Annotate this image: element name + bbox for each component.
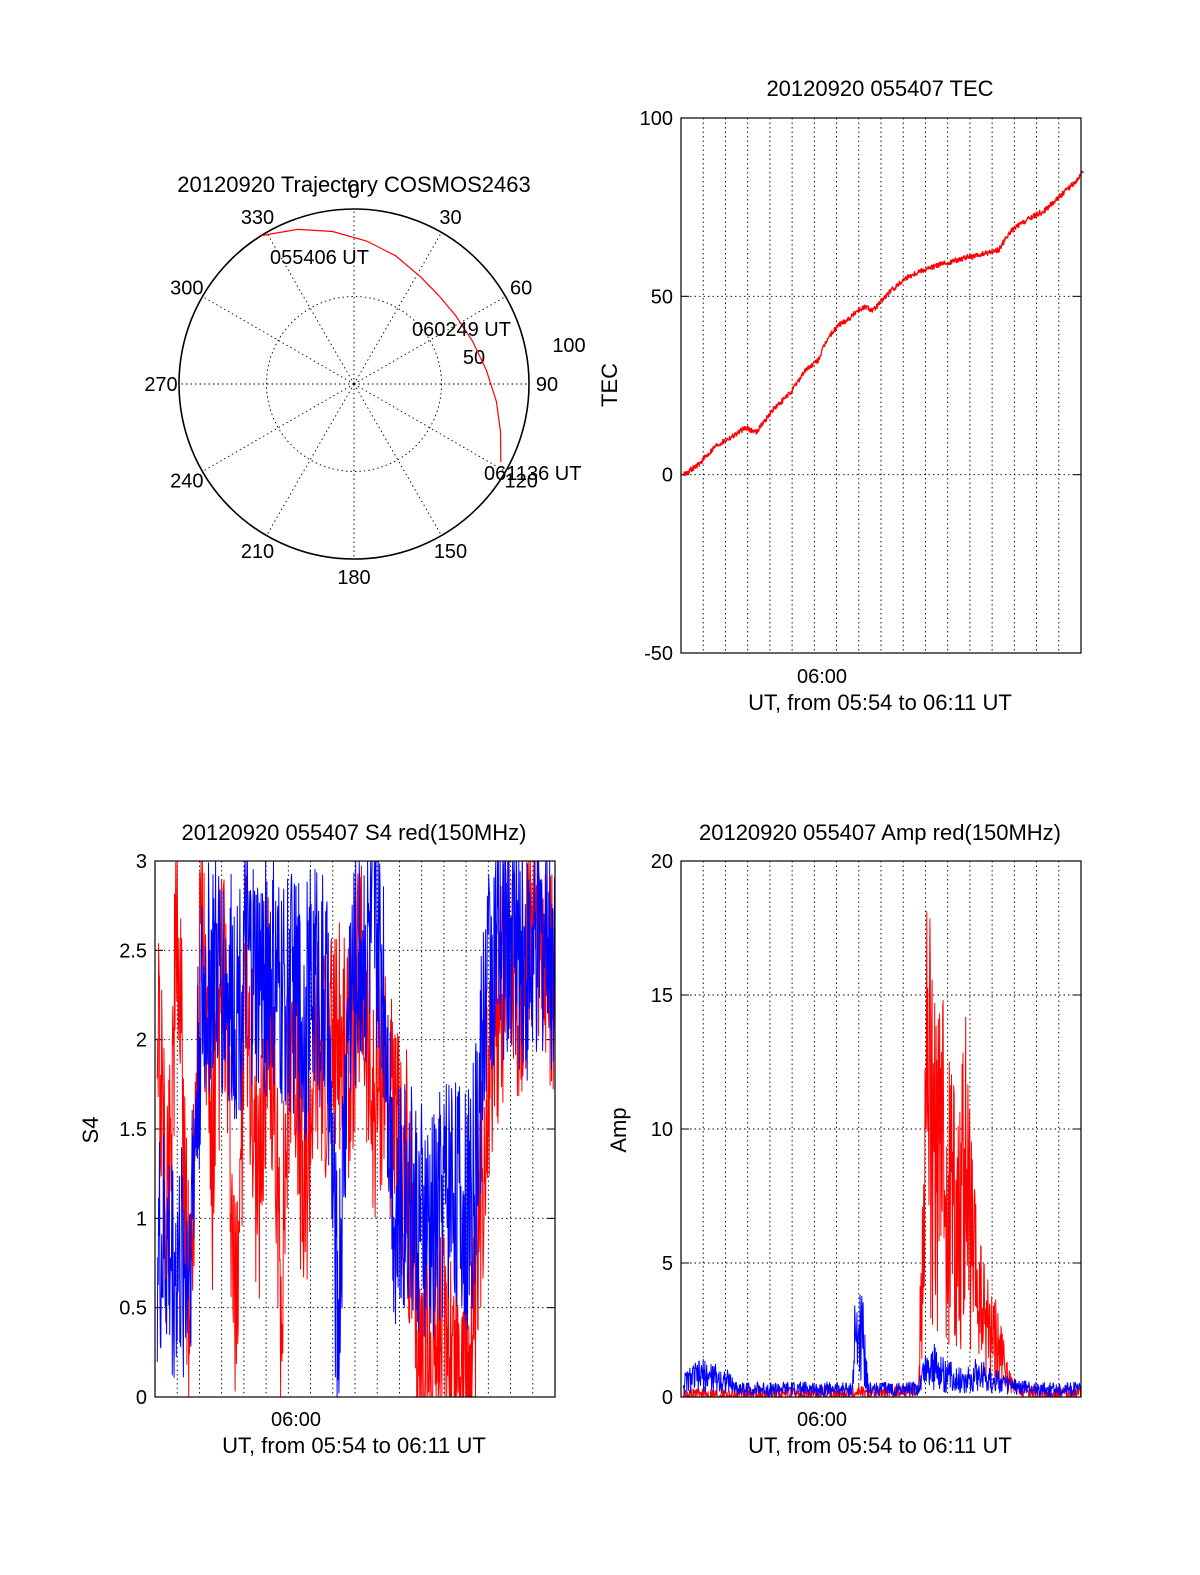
polar-radius-label-50: 50 <box>463 347 485 369</box>
polar-azimuth-label: 240 <box>170 471 203 493</box>
s4-y-tick-label: 1 <box>136 1208 147 1230</box>
amp-y-tick-label: 0 <box>662 1387 673 1409</box>
s4-y-tick-label: 2 <box>136 1030 147 1052</box>
polar-spoke <box>202 383 355 472</box>
polar-azimuth-label: 210 <box>241 541 274 563</box>
polar-azimuth-label: 180 <box>337 567 370 589</box>
polar-outer-circle <box>178 208 530 560</box>
tec-x-tick-label: 06:00 <box>797 666 847 688</box>
s4-y-tick-label: 0 <box>136 1387 147 1409</box>
amp-y-tick-label: 20 <box>651 851 673 873</box>
polar-grid <box>179 209 529 559</box>
tec-y-tick-label: -50 <box>644 643 673 665</box>
polar-azimuth-label: 330 <box>241 207 274 229</box>
s4-series-line <box>156 860 556 1398</box>
tec-title: 20120920 055407 TEC <box>766 76 993 101</box>
s4-series <box>156 860 556 1398</box>
tec-y-tick-labels: -50 0 50 100 <box>640 108 673 665</box>
polar-trajectory-plot: 20120920 Trajectory COSMOS2463 0 30 60 90 12… <box>144 172 585 589</box>
amp-x-axis-label: UT, from 05:54 to 06:11 UT <box>748 1433 1012 1458</box>
polar-series <box>261 228 502 463</box>
amp-title: 20120920 055407 Amp red(150MHz) <box>699 820 1061 845</box>
tec-grid <box>681 117 1081 654</box>
tec-y-tick-label: 50 <box>651 286 673 308</box>
amp-series-line <box>682 1294 1082 1397</box>
tec-series-line <box>682 170 1084 477</box>
polar-azimuth-label: 60 <box>510 278 532 300</box>
tec-series <box>682 170 1084 477</box>
amp-frame <box>680 860 1082 1398</box>
s4-x-axis-label: UT, from 05:54 to 06:11 UT <box>222 1433 486 1458</box>
s4-y-tick-label: 0.5 <box>119 1298 147 1320</box>
s4-series-line <box>156 860 556 1398</box>
s4-y-tick-label: 2.5 <box>119 940 147 962</box>
s4-y-axis-label: S4 <box>78 1117 103 1144</box>
polar-annotation-end: 061136 UT <box>484 463 581 485</box>
amp-x-tick-label: 06:00 <box>797 1409 847 1431</box>
polar-spoke <box>266 383 355 536</box>
tec-x-axis-label: UT, from 05:54 to 06:11 UT <box>748 690 1012 715</box>
amp-series <box>682 911 1082 1398</box>
tec-y-tick-label: 0 <box>662 465 673 487</box>
amp-y-tick-labels: 0 5 10 15 20 <box>651 851 673 1409</box>
s4-title: 20120920 055407 S4 red(150MHz) <box>182 820 527 845</box>
polar-azimuth-label: 150 <box>434 541 467 563</box>
polar-azimuth-labels: 0 30 60 90 120 150 180 210 240 270 300 330 <box>144 181 558 589</box>
s4-y-tick-label: 3 <box>136 851 147 873</box>
polar-azimuth-label: 30 <box>439 207 461 229</box>
polar-radius-label-100: 100 <box>552 335 585 357</box>
polar-azimuth-label: 120 <box>504 471 537 493</box>
amp-y-axis-label: Amp <box>606 1107 631 1152</box>
polar-azimuth-label: 270 <box>144 374 177 396</box>
polar-annotation-mid: 060249 UT <box>412 319 511 341</box>
s4-x-tick-label: 06:00 <box>271 1409 321 1431</box>
tec-y-tick-label: 100 <box>640 108 673 130</box>
amp-y-tick-label: 15 <box>651 985 673 1007</box>
amp-series-line <box>682 911 1082 1398</box>
amp-y-tick-label: 5 <box>662 1253 673 1275</box>
polar-azimuth-label: 90 <box>536 374 558 396</box>
polar-azimuth-label: 0 <box>348 181 359 203</box>
polar-grid-circle-50 <box>266 296 442 472</box>
tec-plot: 20120920 055407 TEC -50 0 50 100 06:00 UT, … <box>597 76 1084 715</box>
s4-frame <box>154 860 556 1398</box>
s4-y-tick-labels: 0 0.5 1 1.5 2 2.5 3 <box>119 851 147 1409</box>
tec-y-axis-label: TEC <box>597 363 622 407</box>
amp-y-tick-label: 10 <box>651 1119 673 1141</box>
s4-plot: 20120920 055407 S4 red(150MHz) 0 0.5 1 1.5 2… <box>78 820 556 1458</box>
s4-y-tick-label: 1.5 <box>119 1119 147 1141</box>
amp-plot: 20120920 055407 Amp red(150MHz) 0 5 10 15 20… <box>606 820 1082 1458</box>
polar-annotation-start: 055406 UT <box>270 247 369 269</box>
tec-frame <box>680 117 1082 654</box>
polar-trajectory-line <box>261 228 502 463</box>
polar-title: 20120920 Trajectory COSMOS2463 <box>177 172 530 197</box>
polar-azimuth-label: 300 <box>170 278 203 300</box>
amp-grid <box>681 860 1081 1398</box>
